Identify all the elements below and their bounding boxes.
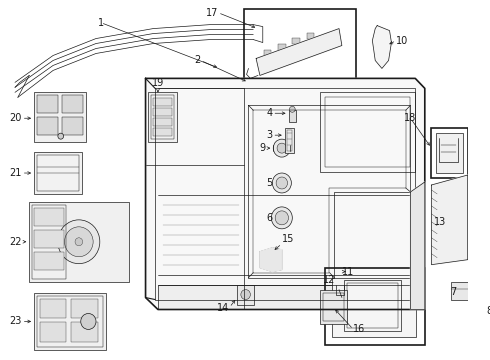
Bar (34, 293, 105, 350)
Text: 13: 13 (434, 217, 446, 227)
Bar (325, 268, 425, 345)
Bar (62, 95, 83, 113)
Text: 22: 22 (9, 237, 22, 247)
Bar (37, 95, 58, 113)
Bar (37, 296, 103, 347)
Bar (325, 97, 411, 167)
Bar (71, 323, 98, 342)
Circle shape (480, 293, 490, 306)
Circle shape (81, 314, 96, 329)
Bar (158, 285, 411, 310)
Bar (34, 92, 86, 142)
Polygon shape (432, 175, 467, 265)
Text: 9: 9 (260, 143, 266, 153)
Bar (244, 9, 356, 84)
Bar (285, 128, 294, 153)
Bar (264, 50, 271, 55)
Bar (71, 298, 98, 319)
Bar (29, 202, 129, 282)
Text: 5: 5 (266, 178, 272, 188)
Circle shape (277, 143, 287, 153)
Text: 3: 3 (266, 130, 272, 140)
Text: 7: 7 (450, 287, 457, 297)
Bar (332, 278, 416, 337)
Bar (37, 117, 58, 135)
Text: 14: 14 (217, 302, 229, 312)
Bar (323, 293, 344, 321)
Circle shape (276, 177, 288, 189)
Text: 2: 2 (195, 55, 201, 66)
Circle shape (273, 139, 291, 157)
Text: 20: 20 (9, 113, 22, 123)
Bar (34, 152, 82, 194)
Bar (153, 108, 172, 116)
Polygon shape (256, 28, 342, 75)
Bar (32, 205, 66, 279)
Bar (148, 92, 177, 142)
Polygon shape (411, 182, 425, 310)
Bar (436, 133, 463, 173)
Circle shape (75, 238, 83, 246)
Bar (320, 92, 415, 172)
Bar (34, 252, 64, 270)
Circle shape (58, 220, 100, 264)
Bar (40, 323, 67, 342)
Bar (293, 37, 300, 44)
Bar (34, 230, 64, 248)
Bar (153, 118, 172, 126)
Text: 17: 17 (206, 8, 218, 18)
Text: 8: 8 (487, 306, 490, 316)
Bar (344, 280, 401, 332)
Text: 15: 15 (282, 234, 294, 244)
Bar (151, 95, 174, 139)
Polygon shape (146, 78, 425, 310)
Bar (37, 155, 79, 191)
Text: 18: 18 (404, 113, 416, 123)
Bar (289, 110, 296, 122)
Circle shape (271, 207, 293, 229)
Bar (153, 98, 172, 106)
Text: 12: 12 (323, 275, 336, 285)
Bar (450, 282, 469, 300)
Circle shape (58, 133, 64, 139)
Text: 23: 23 (9, 316, 22, 327)
Bar (307, 32, 314, 39)
Text: 10: 10 (396, 36, 409, 46)
Bar (432, 128, 467, 178)
Text: 4: 4 (266, 108, 272, 118)
Circle shape (241, 289, 250, 300)
Bar (278, 44, 286, 50)
Bar (346, 283, 398, 328)
Circle shape (290, 106, 295, 112)
Circle shape (65, 227, 93, 257)
Text: 19: 19 (152, 78, 164, 88)
Bar (62, 117, 83, 135)
Bar (153, 128, 172, 136)
Text: 16: 16 (353, 324, 366, 334)
Text: 21: 21 (9, 168, 22, 178)
Polygon shape (260, 248, 282, 272)
Bar (34, 208, 64, 226)
Circle shape (275, 211, 289, 225)
Text: 11: 11 (342, 267, 354, 276)
Bar (320, 289, 346, 324)
Bar (237, 285, 254, 305)
Bar (287, 130, 293, 151)
Polygon shape (372, 26, 392, 68)
Bar (40, 298, 67, 319)
Text: 1: 1 (98, 18, 104, 28)
Circle shape (272, 173, 292, 193)
Text: 6: 6 (266, 213, 272, 223)
